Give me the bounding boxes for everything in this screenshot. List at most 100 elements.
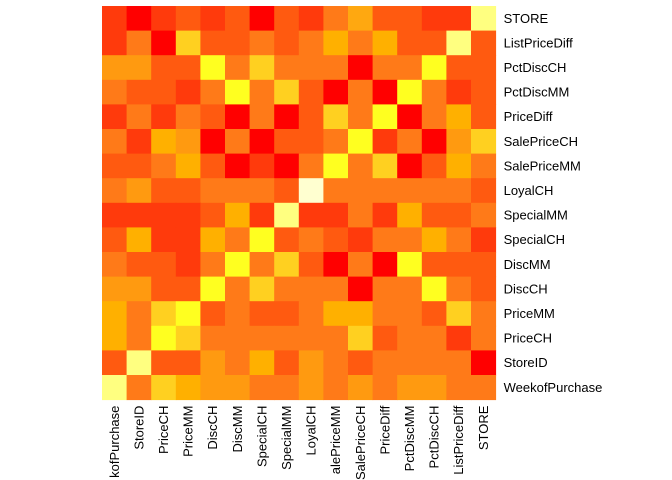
heatmap-cell-SalePriceMM-SalePriceMM (323, 153, 349, 179)
heatmap-cell-StoreID-DiscMM (225, 350, 251, 376)
heatmap-cell-PriceDiff-PriceDiff (372, 104, 398, 130)
heatmap-cell-StoreID-SpecialCH (249, 350, 275, 376)
heatmap-cell-SpecialMM-DiscMM (225, 202, 251, 228)
row-label: PriceDiff (504, 109, 553, 124)
heatmap-cell-PctDiscMM-PctDiscCH (421, 79, 447, 105)
heatmap-cell-PriceMM-DiscMM (225, 301, 251, 327)
heatmap-cell-PriceMM-DiscCH (200, 301, 226, 327)
heatmap-cell-PctDiscCH-StoreID (126, 55, 152, 81)
heatmap-cell-SalePriceMM-SalePriceCH (348, 153, 374, 179)
column-label: PriceDiff (377, 405, 392, 454)
row-label: LoyalCH (504, 183, 554, 198)
heatmap-cell-SalePriceMM-PriceCH (151, 153, 177, 179)
heatmap-cell-PctDiscCH-LoyalCH (298, 55, 324, 81)
heatmap-cell-STORE-ListPriceDiff (446, 6, 472, 32)
heatmap-cell-StoreID-PriceCH (151, 350, 177, 376)
heatmap-cell-LoyalCH-ListPriceDiff (446, 178, 472, 204)
row-label: DiscCH (504, 281, 548, 296)
heatmap-cell-PctDiscCH-SalePriceMM (323, 55, 349, 81)
heatmap-cell-PctDiscMM-PctDiscMM (397, 79, 423, 105)
heatmap-cell-DiscMM-LoyalCH (298, 252, 324, 278)
heatmap-cell-PctDiscCH-PctDiscMM (397, 55, 423, 81)
row-label: StoreID (504, 355, 548, 370)
column-label: kofPurchase (107, 406, 122, 478)
heatmap-cell-ListPriceDiff-DiscMM (225, 30, 251, 56)
heatmap-cell-PctDiscCH-SpecialCH (249, 55, 275, 81)
heatmap-cell-PriceDiff-ListPriceDiff (446, 104, 472, 130)
heatmap-cell-WeekofPurchase-DiscMM (225, 375, 251, 401)
heatmap-cell-PriceMM-PriceMM (175, 301, 201, 327)
heatmap-cell-SalePriceMM-ListPriceDiff (446, 153, 472, 179)
heatmap-cell-PctDiscMM-DiscMM (225, 79, 251, 105)
heatmap-cell-PctDiscMM-PriceDiff (372, 79, 398, 105)
row-label: PriceMM (504, 306, 555, 321)
heatmap-cell-WeekofPurchase-PriceDiff (372, 375, 398, 401)
heatmap-cell-ListPriceDiff-PriceDiff (372, 30, 398, 56)
heatmap-cell-PriceDiff-PctDiscCH (421, 104, 447, 130)
heatmap-cell-DiscCH-SpecialMM (274, 276, 300, 302)
heatmap-cell-DiscMM-PriceMM (175, 252, 201, 278)
row-label: PriceCH (504, 331, 552, 346)
heatmap-cell-WeekofPurchase-PctDiscMM (397, 375, 423, 401)
heatmap-cell-PriceCH-LoyalCH (298, 325, 324, 351)
heatmap-cell-ListPriceDiff-ListPriceDiff (446, 30, 472, 56)
heatmap-cell-PriceMM-SpecialMM (274, 301, 300, 327)
heatmap-cell-STORE-SpecialMM (274, 6, 300, 32)
heatmap-cell-DiscCH-DiscMM (225, 276, 251, 302)
heatmap-cell-PriceMM-LoyalCH (298, 301, 324, 327)
heatmap-cell-DiscCH-DiscCH (200, 276, 226, 302)
heatmap-cell-SalePriceMM-PriceDiff (372, 153, 398, 179)
heatmap-cell-SpecialCH-SpecialCH (249, 227, 275, 253)
heatmap-cell-DiscMM-DiscMM (225, 252, 251, 278)
heatmap-cell-PriceDiff-StoreID (126, 104, 152, 130)
column-label: LoyalCH (304, 406, 319, 456)
heatmap-cell-SalePriceCH-PctDiscMM (397, 129, 423, 155)
heatmap-cell-LoyalCH-PriceCH (151, 178, 177, 204)
heatmap-cell-SalePriceCH-PriceCH (151, 129, 177, 155)
row-labels: STORE ListPriceDiff PctDiscCH PctDiscMM Pric… (504, 11, 603, 395)
heatmap-cell-LoyalCH-SalePriceMM (323, 178, 349, 204)
heatmap-cell-SpecialCH-PctDiscCH (421, 227, 447, 253)
heatmap-cell-LoyalCH-PctDiscMM (397, 178, 423, 204)
heatmap-cell-SalePriceCH-DiscCH (200, 129, 226, 155)
row-label: WeekofPurchase (504, 380, 603, 395)
heatmap-cell-ListPriceDiff-SpecialMM (274, 30, 300, 56)
heatmap-cell-SpecialCH-StoreID (126, 227, 152, 253)
heatmap-cell-SpecialCH-LoyalCH (298, 227, 324, 253)
heatmap-cell-SalePriceCH-SalePriceMM (323, 129, 349, 155)
heatmap-cell-DiscMM-SpecialMM (274, 252, 300, 278)
heatmap-cell-DiscCH-StoreID (126, 276, 152, 302)
heatmap-cell-STORE-SpecialCH (249, 6, 275, 32)
heatmap-cell-ListPriceDiff-SalePriceMM (323, 30, 349, 56)
heatmap-cell-PctDiscCH-WeekofPurchase (102, 55, 128, 81)
heatmap-cell-SpecialMM-SpecialCH (249, 202, 275, 228)
column-label: DiscCH (205, 406, 220, 450)
heatmap-cell-SalePriceCH-DiscMM (225, 129, 251, 155)
heatmap-cell-LoyalCH-DiscCH (200, 178, 226, 204)
heatmap-cell-PriceDiff-STORE (471, 104, 497, 130)
heatmap-cell-STORE-PctDiscMM (397, 6, 423, 32)
heatmap-cell-DiscMM-SpecialCH (249, 252, 275, 278)
heatmap-cell-DiscCH-ListPriceDiff (446, 276, 472, 302)
heatmap-cell-WeekofPurchase-StoreID (126, 375, 152, 401)
heatmap-cell-PriceCH-WeekofPurchase (102, 325, 128, 351)
column-label: PriceMM (181, 406, 196, 457)
heatmap-cell-PriceCH-ListPriceDiff (446, 325, 472, 351)
heatmap-cell-DiscCH-SalePriceCH (348, 276, 374, 302)
heatmap-cell-DiscCH-PctDiscCH (421, 276, 447, 302)
heatmap-cell-PctDiscMM-WeekofPurchase (102, 79, 128, 105)
heatmap-cell-StoreID-PriceDiff (372, 350, 398, 376)
heatmap-cell-SalePriceMM-SpecialMM (274, 153, 300, 179)
heatmap-cell-SpecialCH-PctDiscMM (397, 227, 423, 253)
column-label: ListPriceDiff (451, 405, 466, 475)
heatmap-cell-WeekofPurchase-PctDiscCH (421, 375, 447, 401)
heatmap-cell-SpecialMM-StoreID (126, 202, 152, 228)
heatmap-cell-PriceCH-PctDiscMM (397, 325, 423, 351)
heatmap-cell-PriceCH-DiscMM (225, 325, 251, 351)
heatmap-cell-PctDiscMM-StoreID (126, 79, 152, 105)
heatmap-cell-PriceDiff-DiscMM (225, 104, 251, 130)
heatmap-cell-PriceMM-SalePriceMM (323, 301, 349, 327)
heatmap-cell-PriceDiff-SpecialMM (274, 104, 300, 130)
heatmap-cell-SpecialMM-DiscCH (200, 202, 226, 228)
